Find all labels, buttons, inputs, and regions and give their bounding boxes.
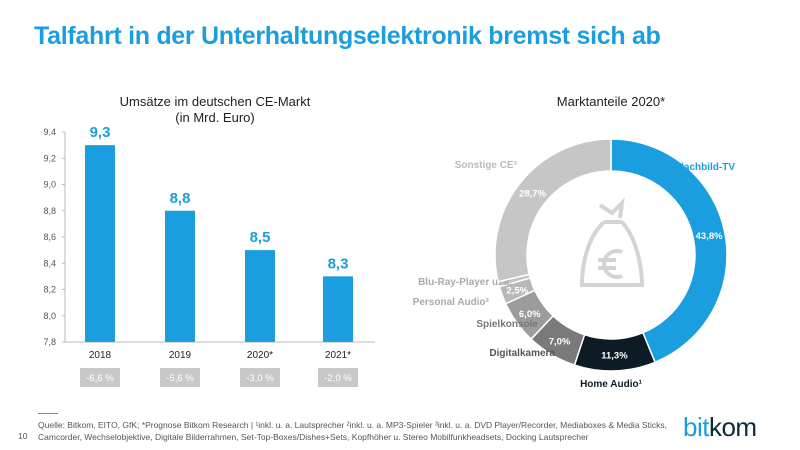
bitkom-logo: bitkom [683, 412, 757, 442]
change-badge [160, 368, 200, 387]
bar-chart-subtitle: (in Mrd. Euro) [175, 110, 254, 125]
slice-label: Personal Audio² [413, 297, 490, 308]
money-bag-euro-icon [579, 197, 645, 287]
y-tick-label: 8,8 [43, 206, 56, 216]
slice-label: Blu-Ray-Player u. a. [418, 277, 512, 288]
x-tick-label: 2018 [89, 350, 112, 361]
change-badge [240, 368, 280, 387]
change-label: -5,6 % [166, 373, 194, 384]
footnote: Quelle: Bitkom, EITO, GfK; *Prognose Bit… [38, 420, 667, 442]
change-badge [318, 368, 358, 387]
slice-value-label: 28,7% [519, 188, 546, 199]
bar-chart-title: Umsätze im deutschen CE-Markt [120, 94, 311, 109]
footnote-rule [38, 413, 58, 414]
y-tick-label: 8,2 [43, 285, 56, 295]
slice-label: Sonstige CE³ [455, 160, 518, 171]
bar-value-label: 9,3 [90, 124, 111, 141]
slice-label: Flachbild-TV [675, 162, 735, 173]
x-tick-label: 2020* [247, 350, 273, 361]
y-tick-label: 9,0 [43, 180, 56, 190]
slice-value-label: 2,5% [506, 285, 528, 296]
page-title: Talfahrt in der Unterhaltungselektronik … [34, 22, 661, 50]
x-tick-label: 2019 [169, 350, 192, 361]
y-tick-label: 8,4 [43, 258, 56, 268]
y-tick-label: 9,4 [43, 127, 56, 137]
page-number: 10 [18, 431, 28, 441]
y-tick-label: 9,2 [43, 153, 56, 163]
x-tick-label: 2021* [325, 350, 351, 361]
bar [165, 210, 195, 342]
slice-label: Home Audio¹ [580, 379, 643, 390]
slice-label: Spielkonsole [476, 319, 538, 330]
y-tick-label: 7,8 [43, 337, 56, 347]
bar [323, 276, 353, 342]
bar [85, 145, 115, 342]
slice-value-label: 43,8% [696, 231, 723, 242]
y-tick-label: 8,0 [43, 311, 56, 321]
bar [245, 250, 275, 342]
bar-value-label: 8,8 [170, 190, 191, 207]
change-label: -6,6 % [86, 373, 114, 384]
donut-slice [610, 138, 728, 364]
donut-slice [494, 138, 612, 283]
slice-label: Digitalkamera [489, 348, 555, 359]
change-label: -2,0 % [324, 373, 352, 384]
y-tick-label: 8,6 [43, 232, 56, 242]
change-badge [80, 368, 120, 387]
donut-title: Marktanteile 2020* [557, 94, 665, 109]
bar-value-label: 8,3 [328, 255, 349, 272]
slice-value-label: 11,3% [601, 350, 628, 361]
bar-value-label: 8,5 [250, 229, 271, 246]
change-label: -3,0 % [246, 373, 274, 384]
slice-value-label: 7,0% [549, 336, 571, 347]
slice-value-label: 6,0% [519, 309, 541, 320]
